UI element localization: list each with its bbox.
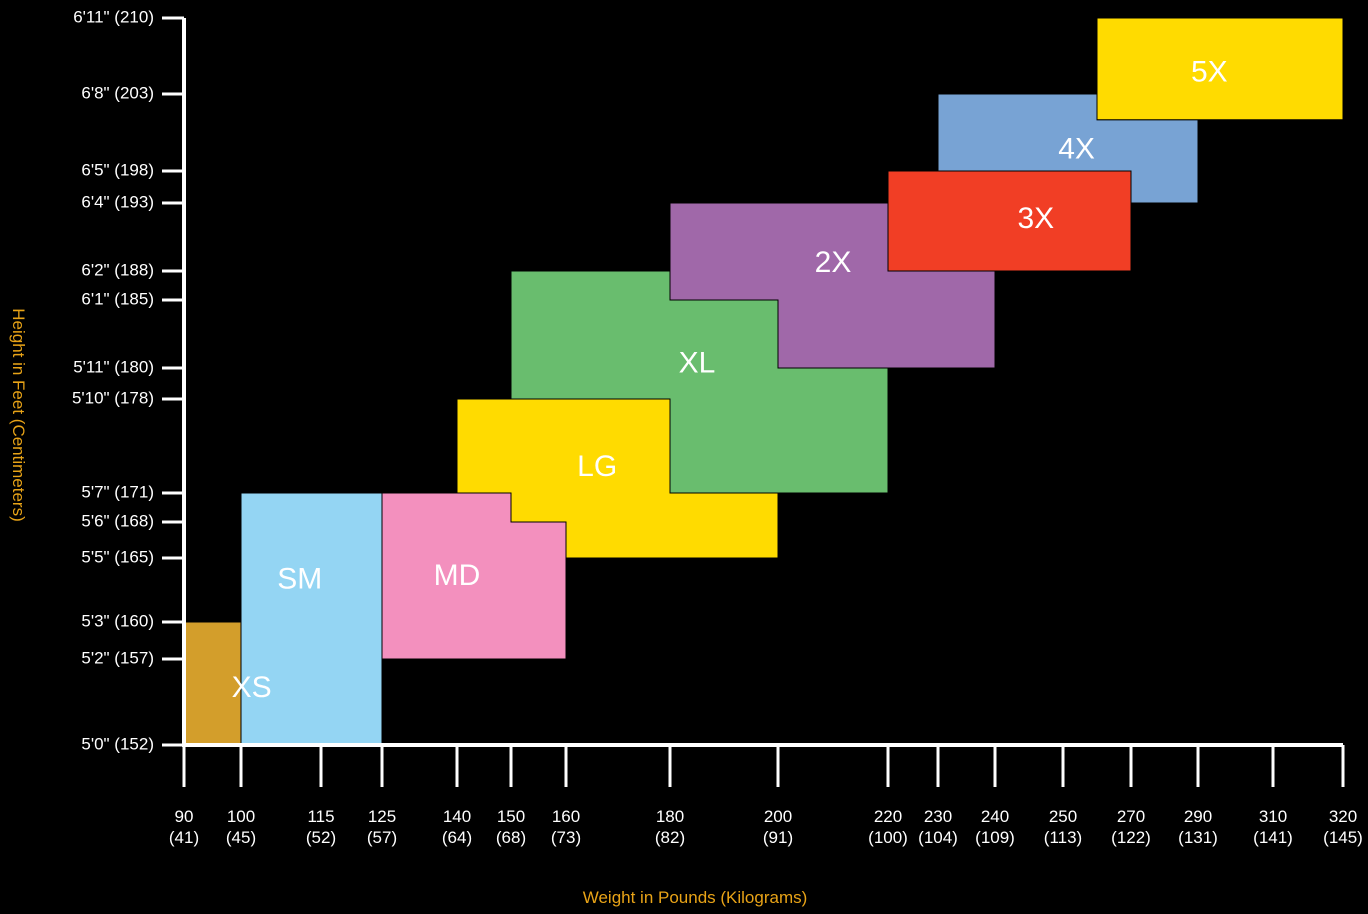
x-tick-label: 100 (227, 807, 255, 826)
size-labels: XS SM MD LG XL 2X 3X 4X 5X (232, 56, 1228, 704)
x-tick-sublabel: (73) (551, 828, 581, 847)
x-tick-sublabel: (52) (306, 828, 336, 847)
y-tick-label: 6'11" (210) (73, 7, 154, 26)
y-tick-label: 6'2" (188) (81, 260, 154, 279)
x-tick-sublabel: (100) (868, 828, 908, 847)
x-tick-label: 290 (1184, 807, 1212, 826)
y-tick-label: 6'4" (193) (81, 192, 154, 211)
x-tick-label: 115 (307, 807, 334, 826)
region-sm (240, 492, 383, 746)
size-regions (183, 17, 1344, 746)
x-tick-sublabel: (41) (169, 828, 199, 847)
x-tick-label: 310 (1259, 807, 1287, 826)
x-tick-label: 180 (656, 807, 684, 826)
size-label-xs: XS (232, 671, 272, 704)
region-3x (887, 170, 1132, 272)
size-label-5x: 5X (1191, 56, 1228, 89)
x-axis-title: Weight in Pounds (Kilograms) (583, 888, 808, 907)
x-tick-sublabel: (145) (1323, 828, 1363, 847)
y-tick-label: 6'1" (185) (81, 289, 154, 308)
x-tick-label: 160 (552, 807, 580, 826)
x-tick-sublabel: (131) (1178, 828, 1218, 847)
x-tick-sublabel: (141) (1253, 828, 1293, 847)
x-tick-label: 125 (368, 807, 396, 826)
x-tick-sublabel: (68) (496, 828, 526, 847)
x-tick-sublabel: (82) (655, 828, 685, 847)
size-label-2x: 2X (815, 246, 852, 279)
x-tick-label: 250 (1049, 807, 1077, 826)
size-label-xl: XL (679, 347, 716, 380)
x-tick-label: 320 (1329, 807, 1357, 826)
x-tick-sublabel: (122) (1111, 828, 1151, 847)
y-tick-label: 5'11" (180) (73, 357, 154, 376)
x-tick-sublabel: (91) (763, 828, 793, 847)
x-tick-label: 230 (924, 807, 952, 826)
x-tick-label: 140 (443, 807, 471, 826)
x-tick-label: 200 (764, 807, 792, 826)
x-tick-sublabel: (64) (442, 828, 472, 847)
y-tick-label: 5'5" (165) (81, 547, 154, 566)
y-tick-label: 5'2" (157) (81, 648, 154, 667)
x-tick-label: 240 (981, 807, 1009, 826)
x-tick-sublabel: (113) (1044, 828, 1082, 847)
x-tick-label: 270 (1117, 807, 1145, 826)
y-axis-title: Height in Feet (Centimeters) (9, 308, 28, 522)
y-tick-label: 5'10" (178) (72, 388, 154, 407)
y-tick-label: 5'3" (160) (81, 611, 154, 630)
x-tick-label: 150 (497, 807, 525, 826)
size-label-md: MD (434, 559, 481, 592)
size-label-3x: 3X (1017, 202, 1054, 235)
y-tick-label: 5'6" (168) (81, 511, 154, 530)
x-tick-label: 90 (175, 807, 194, 826)
axes: 5'0" (152) 5'2" (157) 5'3" (160) 5'5" (165)… (72, 7, 1363, 847)
size-label-sm: SM (277, 562, 322, 595)
y-tick-label: 6'8" (203) (81, 83, 154, 102)
x-tick-sublabel: (45) (226, 828, 256, 847)
y-tick-label: 6'5" (198) (81, 160, 154, 179)
x-tick-sublabel: (104) (918, 828, 958, 847)
region-5x (1096, 17, 1344, 121)
y-tick-label: 5'7" (171) (81, 482, 154, 501)
size-label-lg: LG (577, 450, 617, 483)
size-label-4x: 4X (1058, 132, 1095, 165)
x-tick-label: 220 (874, 807, 902, 826)
y-tick-label: 5'0" (152) (81, 734, 154, 753)
x-tick-sublabel: (109) (975, 828, 1015, 847)
x-tick-sublabel: (57) (367, 828, 397, 847)
